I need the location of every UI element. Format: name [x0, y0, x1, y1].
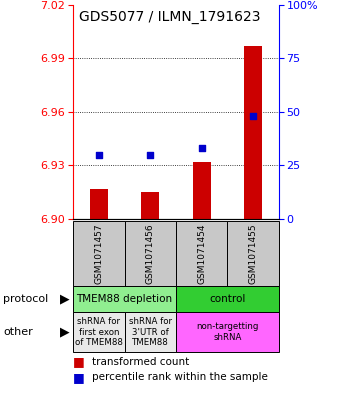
Bar — [73, 286, 176, 312]
Bar — [227, 221, 279, 286]
Text: other: other — [3, 327, 33, 337]
Text: protocol: protocol — [3, 294, 49, 304]
Text: ▶: ▶ — [60, 292, 69, 306]
Point — [96, 151, 102, 158]
Text: ▶: ▶ — [60, 325, 69, 339]
Text: ■: ■ — [73, 371, 85, 384]
Text: GSM1071454: GSM1071454 — [197, 223, 206, 283]
Bar — [176, 286, 279, 312]
Bar — [193, 162, 211, 219]
Text: ■: ■ — [73, 355, 85, 368]
Text: GSM1071457: GSM1071457 — [94, 223, 103, 284]
Text: control: control — [209, 294, 245, 304]
Text: percentile rank within the sample: percentile rank within the sample — [92, 372, 268, 382]
Bar — [124, 221, 176, 286]
Point — [199, 145, 204, 151]
Point — [148, 151, 153, 158]
Text: GDS5077 / ILMN_1791623: GDS5077 / ILMN_1791623 — [79, 10, 261, 24]
Text: TMEM88 depletion: TMEM88 depletion — [76, 294, 173, 304]
Text: GSM1071456: GSM1071456 — [146, 223, 155, 284]
Bar — [90, 189, 108, 219]
Text: shRNA for
3'UTR of
TMEM88: shRNA for 3'UTR of TMEM88 — [129, 317, 172, 347]
Bar — [176, 312, 279, 352]
Text: transformed count: transformed count — [92, 356, 189, 367]
Bar — [141, 192, 159, 219]
Bar — [73, 312, 124, 352]
Bar — [176, 221, 227, 286]
Bar — [244, 46, 262, 219]
Bar — [73, 221, 124, 286]
Text: GSM1071455: GSM1071455 — [249, 223, 258, 284]
Text: shRNA for
first exon
of TMEM88: shRNA for first exon of TMEM88 — [75, 317, 123, 347]
Bar — [124, 312, 176, 352]
Point — [250, 113, 256, 119]
Text: non-targetting
shRNA: non-targetting shRNA — [196, 322, 258, 342]
